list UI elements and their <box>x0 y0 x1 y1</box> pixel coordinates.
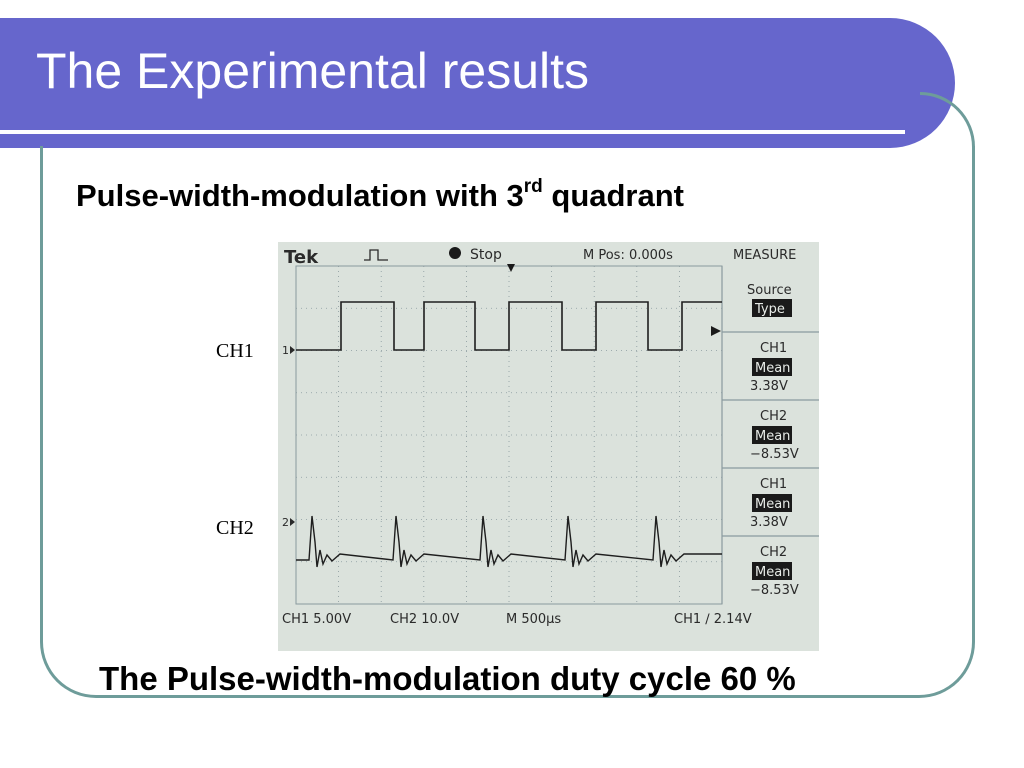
measurement-value: −8.53V <box>750 583 799 598</box>
measure-header: MEASURE <box>733 248 796 263</box>
trigger-readout: CH1 ∕ 2.14V <box>674 612 752 627</box>
scope-brand: Tek <box>284 247 319 268</box>
measurement-kind: Mean <box>755 497 790 512</box>
ch1-marker-arrow <box>290 346 295 354</box>
measurement-kind-highlight <box>752 494 792 512</box>
ch1-waveform <box>296 301 722 351</box>
measurement-item: CH1 Mean 3.38V <box>722 341 819 401</box>
measurement-item: CH2 Mean −8.53V <box>722 409 819 469</box>
type-highlight <box>752 299 792 317</box>
oscilloscope-screen: Tek Stop M Pos: 0.000s MEASURE Source Ty… <box>278 242 819 651</box>
measurement-kind: Mean <box>755 361 790 376</box>
ch1-marker: 1 <box>282 344 289 357</box>
measurement-item: CH1 Mean 3.38V <box>722 477 819 537</box>
content-frame <box>40 146 975 698</box>
title-underline <box>0 130 905 134</box>
ch1-label: CH1 <box>216 340 254 362</box>
slide-subtitle: Pulse-width-modulation with 3rd quadrant <box>76 175 684 214</box>
stop-icon <box>449 247 461 259</box>
ch2-waveform <box>296 515 722 568</box>
ch2-label: CH2 <box>216 517 254 539</box>
measurement-kind: Mean <box>755 565 790 580</box>
measure-menu: Source Type CH1Mean3.38VCH2Mean−8.53VCH1… <box>711 266 819 604</box>
slide-title: The Experimental results <box>36 43 590 99</box>
title-bar <box>0 18 955 148</box>
ch2-marker: 2 <box>282 516 289 529</box>
measurement-kind: Mean <box>755 429 790 444</box>
measurement-kind-highlight <box>752 358 792 376</box>
measurement-channel: CH1 <box>760 477 787 492</box>
acquire-icon <box>364 249 388 261</box>
m-pos: M Pos: 0.000s <box>583 248 673 263</box>
ch2-marker-arrow <box>290 518 295 526</box>
measurement-channel: CH2 <box>760 545 787 560</box>
menu-pointer-icon <box>711 326 721 336</box>
slide-caption: The Pulse-width-modulation duty cycle 60… <box>99 660 796 697</box>
measurement-list: CH1 Mean 3.38V CH2 Mean −8.53V CH1 Mean 3.38V CH2… <box>722 341 819 598</box>
type-label: Type <box>754 302 785 317</box>
screen-background <box>278 242 819 651</box>
run-state: Stop <box>470 247 502 263</box>
ch1-scale: CH1 5.00V <box>282 612 351 627</box>
subtitle-superscript: rd <box>523 175 543 197</box>
timebase: M 500µs <box>506 612 561 627</box>
content-frame-corner <box>920 92 975 212</box>
subtitle-end: quadrant <box>542 178 684 213</box>
source-label: Source <box>747 283 792 298</box>
measurement-kind-highlight <box>752 426 792 444</box>
measurement-value: 3.38V <box>750 515 788 530</box>
trigger-position-icon <box>507 264 515 272</box>
measurement-value: 3.38V <box>750 379 788 394</box>
measurement-channel: CH2 <box>760 409 787 424</box>
measurement-item: CH2 Mean −8.53V <box>750 545 799 598</box>
measurement-channel: CH1 <box>760 341 787 356</box>
subtitle-main: Pulse-width-modulation with 3 <box>76 178 524 213</box>
measurement-value: −8.53V <box>750 447 799 462</box>
ch2-scale: CH2 10.0V <box>390 612 459 627</box>
oscilloscope-photo: Tek Stop M Pos: 0.000s MEASURE Source Ty… <box>278 242 819 651</box>
measurement-kind-highlight <box>752 562 792 580</box>
